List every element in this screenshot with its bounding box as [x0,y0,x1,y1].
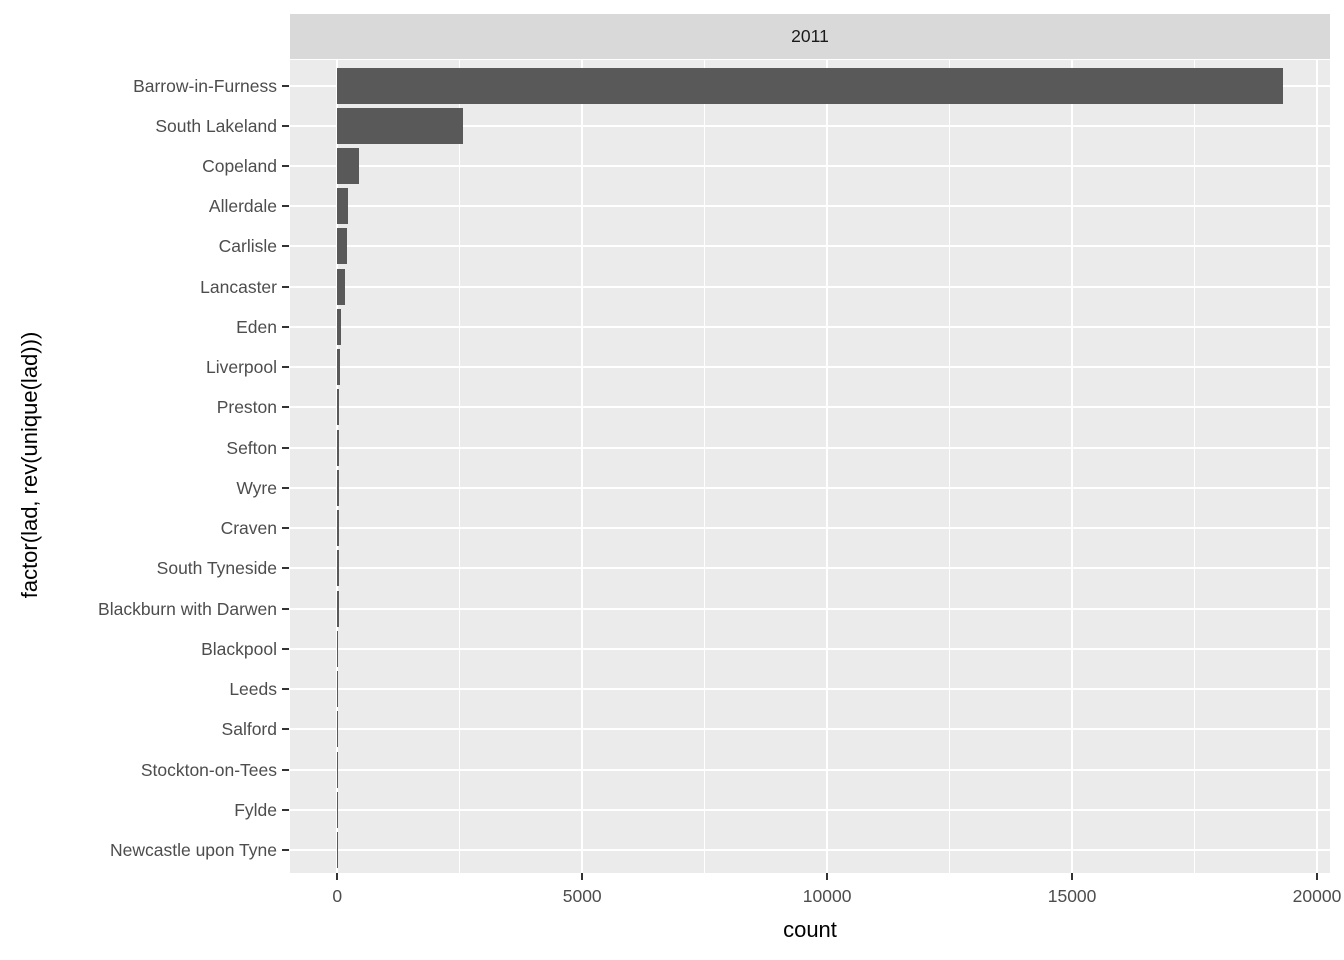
y-tick-label: Blackburn with Darwen [98,598,277,619]
y-tick-label: Leeds [229,679,277,700]
bar [337,510,339,547]
x-tick-label: 15000 [1047,886,1097,906]
bar [337,469,340,506]
y-tick-mark [282,406,289,409]
y-tick-mark [282,446,289,449]
bar [337,389,340,426]
bar [337,67,1283,104]
x-tick-mark [826,873,829,880]
minor-gridline [704,60,706,873]
bar [337,188,349,225]
major-gridline [336,60,339,873]
y-axis-title-text: factor(lad, rev(unique(lad))) [17,331,42,599]
minor-gridline [949,60,951,873]
bar [337,590,339,627]
facet-strip: 2011 [290,14,1330,59]
x-tick-mark [581,873,584,880]
y-tick-label: Liverpool [205,357,277,378]
category-gridline [290,124,1330,127]
facet-label: 2011 [791,26,829,46]
category-gridline [290,205,1330,208]
category-gridline [290,527,1330,530]
bar [337,349,341,386]
x-tick-mark [1071,873,1074,880]
bar [337,429,340,466]
y-tick-label: Newcastle upon Tyne [109,840,277,860]
plot-panel [290,60,1330,873]
y-tick-label: Wyre [236,477,277,498]
category-gridline [290,647,1330,650]
y-tick-label: Lancaster [200,276,277,297]
y-tick-mark [282,688,289,691]
y-tick-mark [282,285,289,288]
y-tick-label: Preston [216,397,277,418]
y-tick-label: Craven [220,518,277,539]
x-tick-mark [1316,873,1319,880]
y-tick-mark [282,325,289,328]
y-tick-mark [282,205,289,208]
major-gridline [581,60,584,873]
bar [337,308,342,345]
x-tick-label: 10000 [802,886,852,906]
minor-gridline [1194,60,1196,873]
y-tick-mark [282,647,289,650]
y-tick-mark [282,527,289,530]
bar [337,147,360,184]
category-gridline [290,325,1330,328]
y-tick-label: Allerdale [208,196,277,217]
category-gridline [290,768,1330,771]
y-tick-label: Stockton-on-Tees [140,759,277,780]
category-gridline [290,285,1330,288]
category-gridline [290,607,1330,610]
minor-gridline [459,60,461,873]
category-gridline [290,808,1330,811]
x-tick-label: 20000 [1292,886,1342,906]
y-tick-mark [282,567,289,570]
y-tick-label: Fylde [234,799,277,820]
category-gridline [290,406,1330,409]
x-tick-mark [336,873,339,880]
x-tick-label: 5000 [562,886,602,906]
category-gridline [290,366,1330,369]
x-tick-label: 0 [332,886,343,906]
major-gridline [1071,60,1074,873]
major-gridline [1316,60,1319,873]
y-tick-label: Sefton [226,437,277,458]
category-gridline [290,728,1330,731]
y-tick-mark [282,124,289,127]
bar [337,228,347,265]
y-tick-mark [282,486,289,489]
y-tick-mark [282,245,289,248]
y-tick-label: Salford [221,719,277,740]
y-tick-label: Eden [236,316,277,337]
category-gridline [290,164,1330,167]
bar [337,107,464,144]
y-tick-mark [282,768,289,771]
y-tick-mark [282,607,289,610]
bar [337,268,345,305]
x-axis-title: count [783,917,837,942]
y-tick-label: Barrow-in-Furness [133,75,277,96]
y-tick-mark [282,366,289,369]
y-tick-mark [282,808,289,811]
y-tick-mark [282,164,289,167]
y-tick-label: Carlisle [218,236,277,257]
bar [337,550,339,587]
y-tick-mark [282,728,289,731]
y-tick-label: Blackpool [201,638,277,659]
y-tick-label: South Lakeland [155,115,277,136]
major-gridline [826,60,829,873]
category-gridline [290,849,1330,851]
category-gridline [290,446,1330,449]
y-tick-mark [282,849,289,851]
y-tick-label: Copeland [202,155,277,176]
category-gridline [290,567,1330,570]
category-gridline [290,486,1330,489]
bar [337,630,339,667]
category-gridline [290,245,1330,248]
category-gridline [290,688,1330,691]
y-tick-mark [282,84,289,87]
y-tick-label: South Tyneside [156,558,277,579]
